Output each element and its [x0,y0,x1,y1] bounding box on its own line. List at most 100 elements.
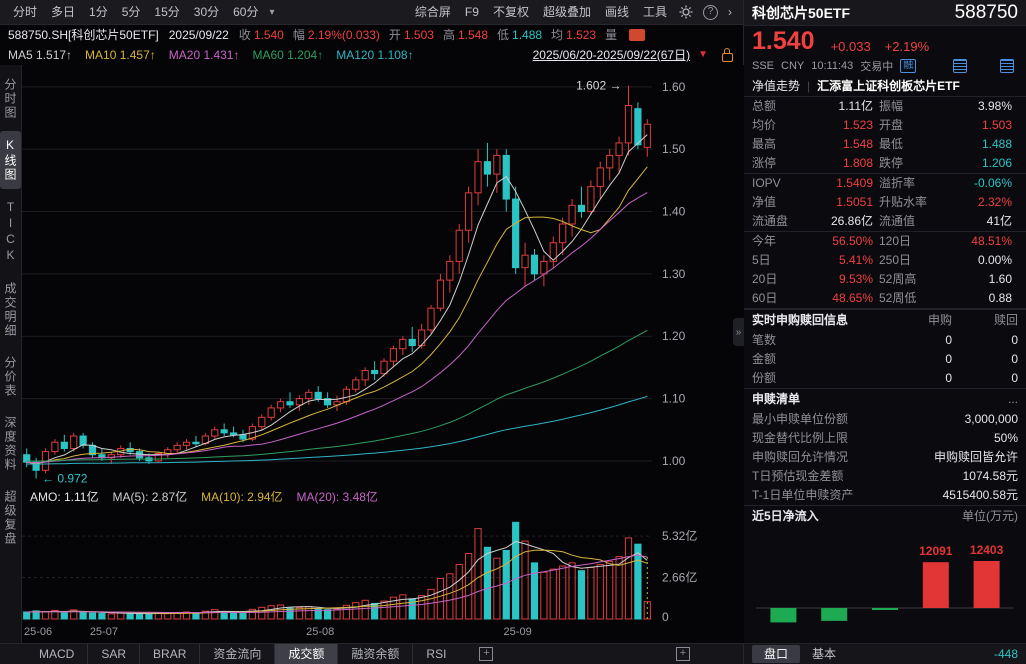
panel-collapse-handle[interactable]: » [733,318,744,346]
svg-text:12091: 12091 [919,544,953,558]
svg-text:1.50: 1.50 [662,142,686,156]
ma-indicator-row: MA5 1.517↑ MA10 1.457↑ MA20 1.431↑ MA60 1.2… [0,45,743,65]
amo-ma5-value: MA(5): 2.87亿 [112,490,188,504]
price-change-percent: +2.19% [884,39,930,54]
currency-label: CNY [781,60,805,72]
toolbar-period-5分[interactable]: 5分 [121,5,141,19]
side-tab-分价表[interactable]: 分价表 [3,356,17,398]
ma10-value: MA10 1.457↑ [85,48,156,62]
toolbar-period-分时[interactable]: 分时 [13,5,38,19]
flow-section-header: 近5日净流入 单位(万元) [744,505,1026,527]
toolbar-action-不复权[interactable]: 不复权 [492,5,529,19]
collapse-panel-icon[interactable]: › [728,5,732,19]
candlestick-chart[interactable]: 1.60 1.50 1.40 1.30 1.20 1.10 1.00 1.602 → ← 0.9… [22,65,744,489]
indicator-tab-融资余额[interactable]: 融资余额 [337,644,412,664]
symbol-label: 588750.SH[科创芯片50ETF] [8,28,159,42]
market-info-row: SSE CNY 10:11:43 交易中 融 [744,57,1026,75]
range-dropdown-icon[interactable]: ▼ [698,49,708,60]
toolbar-action-综合屏[interactable]: 综合屏 [414,5,451,19]
toolbar-actions: 综合屏 F9 不复权 超级叠加 画线 工具 [408,0,674,24]
indicator-tab-资金流向[interactable]: 资金流向 [199,644,274,664]
mini-doc-icon[interactable] [999,59,1014,73]
last-price: 1.540 [752,27,815,55]
quote-field-量: 量 [605,28,618,42]
etf-code: 588750 [954,1,1018,23]
panel-tab-盘口[interactable]: 盘口 [752,645,801,663]
period-dropdown-icon[interactable]: ▾ [269,6,275,18]
rt-row-金额: 金额 0 0 [752,352,1018,366]
fund-nav-row: 净值走势 | 汇添富上证科创板芯片ETF [744,75,1026,97]
ma120-value: MA120 1.108↑ [336,48,414,62]
indicator-tab-成交额[interactable]: 成交额 [274,644,338,664]
stat-row: IOPV 1.5409 溢折率 -0.06% [752,176,1012,190]
indicator-tab-RSI[interactable]: RSI [412,644,459,664]
toolbar-period-15分[interactable]: 15分 [154,5,180,19]
volume-flag-icon[interactable] [629,29,646,41]
side-tab-分时图[interactable]: 分时图 [3,78,17,120]
net-inflow-chart: 12091 12403 [744,527,1026,631]
help-icon[interactable]: ? [703,4,718,20]
toolbar-action-超级叠加[interactable]: 超级叠加 [542,5,591,19]
list-row-现金替代比例上限: 现金替代比例上限 50% [752,431,1018,445]
etf-name: 科创芯片50ETF [752,4,851,21]
side-tab-超级复盘[interactable]: 超级复盘 [3,490,17,546]
list-row-T日预估现金差额: T日预估现金差额 1074.58元 [752,469,1018,483]
top-toolbar: 分时 多日 1分 5分 15分 30分 60分 ▾ 综合屏 F9 不复权 超级叠加 画线 工具 ? › [0,0,743,25]
rt-row-份额: 份额 0 0 [752,371,1018,385]
panel-tab-基本[interactable]: 基本 [812,647,837,661]
date-range-link[interactable]: 2025/06/20-2025/09/22(67日) [532,48,691,62]
add-indicator-button[interactable]: + [479,647,494,661]
indicator-tab-SAR[interactable]: SAR [87,644,139,664]
price-row: 1.540 +0.033 +2.19% [744,26,1026,57]
toolbar-action-F9[interactable]: F9 [464,5,479,19]
ma60-value: MA60 1.204↑ [252,48,324,62]
amo-ma20-value: MA(20): 3.48亿 [296,490,378,504]
trading-status: 交易中 [860,61,894,73]
side-tab-TICK[interactable]: TICK [3,200,18,264]
panel-tab-bar: -448 盘口 基本 [744,643,1026,664]
svg-text:1.40: 1.40 [662,205,686,219]
fund-full-name[interactable]: 汇添富上证科创板芯片ETF [817,79,960,93]
svg-text:12403: 12403 [970,543,1004,557]
quote-field-均: 均 1.523 [551,28,597,42]
quote-field-收: 收 1.540 [238,28,284,42]
stat-row: 今年 56.50% 120日 48.51% [752,234,1012,248]
toolbar-period-60分[interactable]: 60分 [233,5,259,19]
new-pane-icon[interactable]: + [676,647,690,661]
svg-text:1.10: 1.10 [662,392,686,406]
side-tab-K线图[interactable]: K线图 [0,131,21,189]
indicator-tab-MACD[interactable]: MACD [39,647,75,661]
volume-chart[interactable]: 5.32亿 2.66亿 0 [22,505,744,623]
toolbar-action-工具[interactable]: 工具 [642,5,667,19]
quote-field-低: 低 1.488 [497,28,543,42]
svg-text:1.00: 1.00 [662,454,686,468]
chart-body: 分时图 K线图 TICK 成交明细分价表深度资料超级复盘 1.60 1.50 1.40 1.… [0,65,744,643]
toolbar-action-画线[interactable]: 画线 [604,5,629,19]
panel-header: 科创芯片50ETF 588750 [744,0,1026,26]
more-button[interactable]: ... [1007,392,1018,406]
ma20-value: MA20 1.431↑ [168,48,240,62]
toolbar-period-1分[interactable]: 1分 [89,5,108,19]
list-section-title: 申赎清单 [752,392,801,406]
lock-icon[interactable] [722,48,733,62]
settings-gear-icon[interactable] [679,5,693,19]
indicator-tab-BRAR[interactable]: BRAR [139,644,199,664]
nav-separator: | [807,78,811,93]
list-row-最小申赎单位份额: 最小申赎单位份额 3,000,000 [752,412,1018,426]
toolbar-period-30分[interactable]: 30分 [193,5,220,19]
left-tab-strip: 分时图 K线图 TICK 成交明细分价表深度资料超级复盘 [0,65,22,643]
side-tab-深度资料[interactable]: 深度资料 [3,416,17,472]
nav-trend-link[interactable]: 净值走势 [752,79,801,93]
stat-row: 总额 1.11亿 振幅 3.98% [752,99,1012,113]
svg-text:1.60: 1.60 [662,80,686,94]
margin-trading-badge[interactable]: 融 [900,59,917,73]
quote-field-开: 开 1.503 [388,28,434,42]
price-change: +0.033 [830,39,871,54]
stat-row: 净值 1.5051 升贴水率 2.32% [752,195,1012,209]
toolbar-period-多日[interactable]: 多日 [51,5,76,19]
flow-unit-label: 单位(万元) [962,509,1018,523]
date-label: 2025/09/22 [168,28,229,42]
svg-text:0: 0 [662,610,669,623]
side-tab-成交明细[interactable]: 成交明细 [3,282,17,338]
mini-chart-icon[interactable] [952,59,967,73]
